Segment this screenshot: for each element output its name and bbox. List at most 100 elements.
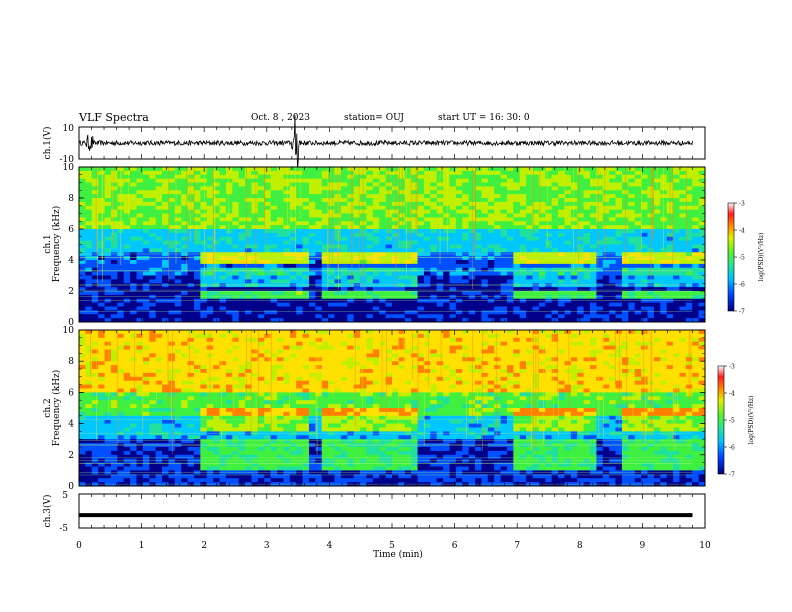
spectrogram-cell (621, 294, 629, 300)
spectrogram-cell (155, 217, 163, 222)
spectrogram-cell (679, 294, 687, 300)
spectrogram-cell (596, 314, 604, 319)
spectrogram-cell (660, 252, 668, 257)
spectrogram-cell (213, 236, 220, 242)
spectrogram-cell (538, 186, 546, 191)
spectrogram-cell (155, 236, 163, 242)
spectrogram-cell (206, 287, 214, 292)
spectrogram-cell (506, 232, 514, 238)
spectrogram-cell (181, 236, 188, 242)
spectrogram-cell (206, 267, 214, 273)
spectrogram-cell (181, 209, 188, 214)
spectrogram-cell (142, 411, 150, 417)
spectrogram-cell (91, 213, 99, 218)
spectrogram-cell (181, 396, 188, 401)
spectrogram-cell (321, 263, 329, 269)
spectrogram-cell (91, 291, 99, 296)
spectrogram-cell (168, 439, 176, 444)
spectrogram-cell (270, 174, 278, 180)
spectrogram-cell (168, 260, 176, 265)
spectrogram-cell (168, 275, 176, 280)
spectrogram-cell (168, 198, 176, 203)
spectrogram-cell (462, 201, 470, 207)
spectrogram-cell (609, 225, 616, 230)
spectrogram-cell (487, 186, 495, 191)
spectrogram-cell (98, 396, 105, 401)
spectrogram-cell (85, 357, 93, 362)
spectrogram-cell (679, 213, 687, 218)
spectrogram-cell (468, 252, 476, 257)
spectrogram-cell (411, 306, 418, 311)
spectrogram-cell (481, 291, 489, 296)
spectrogram-cell (455, 310, 463, 315)
spectrogram-cell (519, 291, 527, 296)
spectrogram-cell (545, 201, 553, 207)
spectrogram-cell (174, 392, 182, 397)
spectrogram-cell (519, 225, 527, 230)
spectrogram-cell (123, 345, 131, 350)
spectrogram-cell (615, 302, 623, 307)
spectrogram-cell (596, 213, 604, 218)
spectrogram-cell (481, 275, 489, 280)
spectrogram-cell (136, 256, 144, 261)
spectrogram-cell (117, 372, 125, 378)
spectrogram-cell (583, 236, 591, 242)
spectrogram-cell (238, 186, 246, 191)
spectrogram-cell (443, 267, 450, 273)
spectrogram-cell (372, 260, 380, 265)
spectrogram-cell (551, 225, 559, 230)
spectrogram-cell (257, 229, 265, 234)
spectrogram-cell (149, 287, 157, 292)
spectrogram-cell (372, 287, 380, 292)
spectrogram-cell (564, 201, 572, 207)
spectrogram-cell (455, 306, 463, 311)
spectrogram-cell (615, 240, 623, 245)
spectrogram-cell (277, 229, 284, 234)
spectrogram-cell (142, 337, 150, 343)
spectrogram-cell (506, 244, 514, 249)
spectrogram-cell (251, 182, 259, 187)
spectrogram-cell (142, 474, 150, 479)
spectrogram-cell (392, 260, 399, 265)
spectrogram-cell (149, 318, 157, 323)
spectrogram-cell (136, 443, 144, 448)
spectrogram-cell (430, 240, 438, 245)
spectrogram-cell (545, 302, 553, 307)
spectrogram-cell (628, 310, 636, 315)
spectrogram-cell (270, 310, 278, 315)
spectrogram-cell (366, 201, 374, 207)
spectrogram-cell (340, 182, 348, 187)
spectrogram-cell (602, 283, 610, 288)
spectrogram-cell (149, 190, 157, 195)
spectrogram-cell (628, 263, 636, 269)
spectrogram-cell (692, 201, 700, 207)
spectrogram-cell (340, 275, 348, 280)
spectrogram-cell (334, 287, 342, 292)
spectrogram-cell (532, 205, 540, 211)
spectrogram-cell (379, 318, 387, 323)
spectrogram-cell (334, 291, 342, 296)
spectrogram-cell (347, 267, 355, 273)
spectrogram-cell (79, 423, 86, 428)
spectrogram-cell (392, 291, 399, 296)
spectrogram-cell (142, 318, 150, 323)
spectrogram-cell (136, 209, 144, 214)
spectrogram-cell (366, 263, 374, 269)
spectrogram-cell (340, 248, 348, 253)
spectrogram-cell (577, 256, 585, 261)
spectrogram-cell (270, 302, 278, 307)
spectrogram-cell (79, 174, 86, 180)
spectrogram-cell (360, 275, 367, 280)
spectrogram-cell (289, 229, 297, 234)
spectrogram-cell (487, 194, 495, 199)
spectrogram-cell (398, 170, 406, 176)
spectrogram-cell (98, 263, 105, 269)
spectrogram-cell (506, 198, 514, 203)
spectrogram-cell (621, 267, 629, 273)
spectrogram-cell (117, 357, 125, 362)
spectrogram-cell (609, 167, 616, 172)
spectrogram-cell (679, 310, 687, 315)
spectrogram-cell (634, 275, 642, 280)
spectrogram-cell (673, 213, 680, 218)
spectrogram-cell (449, 287, 457, 292)
